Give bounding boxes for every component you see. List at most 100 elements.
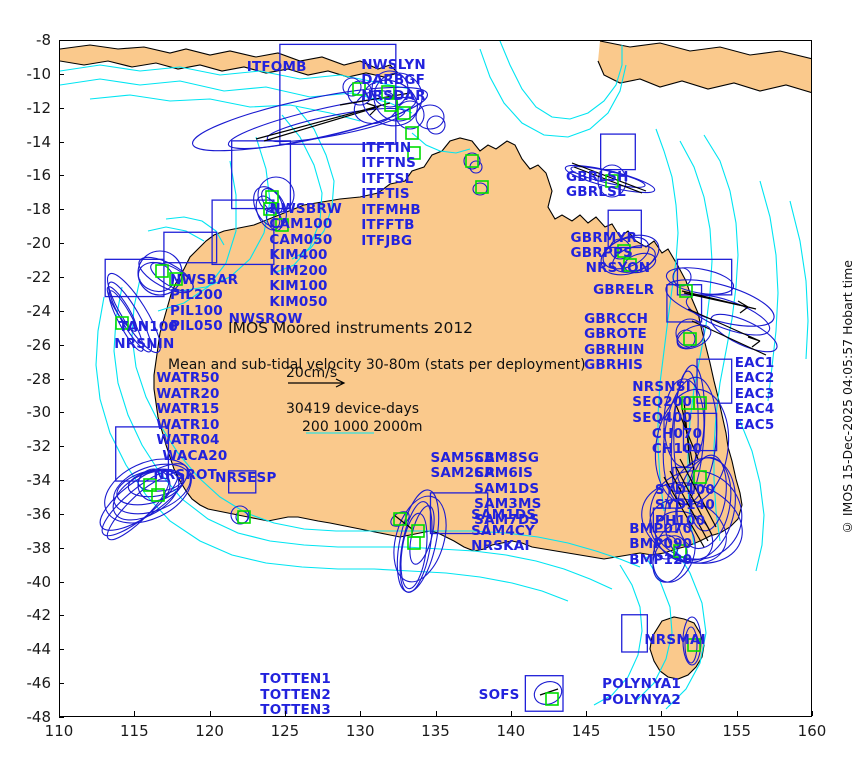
site-marker	[475, 180, 489, 194]
site-marker	[693, 396, 707, 410]
y-tick	[59, 73, 64, 75]
region-box	[228, 470, 257, 494]
site-marker	[384, 98, 398, 112]
y-tick	[59, 683, 64, 685]
site-marker	[397, 106, 411, 120]
site-marker	[405, 126, 419, 140]
site-marker	[693, 470, 707, 484]
y-tick-label: -18	[26, 200, 52, 219]
site-marker	[275, 218, 289, 232]
plot-title: IMOS Moored instruments 2012	[228, 319, 474, 337]
x-tick	[586, 711, 588, 716]
site-marker	[683, 332, 697, 346]
site-marker	[617, 244, 631, 258]
y-tick-label: -22	[26, 267, 52, 286]
y-tick-label: -12	[26, 98, 52, 117]
site-label-polynya: POLYNYA1 POLYNYA2	[602, 676, 682, 708]
site-label-nwsrow: NWSROW	[228, 310, 303, 327]
y-tick	[59, 243, 64, 245]
y-tick	[59, 276, 64, 278]
site-label-gbrlsh: GBRLSH GBRLSL	[566, 168, 629, 201]
region-box	[163, 231, 218, 264]
y-tick	[59, 344, 64, 346]
y-tick-label: -42	[26, 606, 52, 625]
site-marker	[143, 478, 157, 492]
y-tick	[59, 175, 64, 177]
site-label-sam5cb: SAM5CB SAM2CP	[430, 449, 495, 482]
ellipse-cluster-bmp	[652, 523, 696, 583]
region-boxes-layer	[104, 43, 733, 712]
site-marker	[465, 154, 479, 168]
site-label-gbrelr: GBRELR	[593, 282, 655, 299]
y-tick	[59, 649, 64, 651]
velocity-scale-arrow	[288, 378, 346, 388]
x-tick-label: 150	[647, 722, 676, 740]
region-box	[652, 507, 677, 533]
y-tick-label: -24	[26, 301, 52, 320]
site-marker	[115, 316, 129, 330]
site-label-gbrcch: GBRCCH GBROTE GBRHIN GBRHIS	[584, 310, 649, 374]
y-tick-label: -34	[26, 471, 52, 490]
y-tick	[59, 310, 64, 312]
site-label-itfomb: ITFOMB	[246, 58, 307, 75]
site-label-sam8sg: SAM8SG SAM6IS SAM1DS SAM3MS SAM7DS	[474, 449, 542, 528]
y-tick	[59, 615, 64, 617]
y-tick-label: -46	[26, 674, 52, 693]
map-plot-area: ITFOMB NWSLYN DARBGF NRSDAR ITFTIN ITFTNS …	[59, 40, 812, 717]
site-label-sofs: SOFS	[478, 686, 520, 703]
x-tick	[209, 711, 211, 716]
y-tick-label: -8	[36, 31, 51, 49]
x-tick-label: 135	[421, 722, 450, 740]
ellipse-cluster-gbr-north	[564, 162, 656, 198]
site-marker	[679, 284, 693, 298]
site-label-nrsrot: NRSROT	[153, 466, 218, 483]
y-tick-label: -20	[26, 234, 52, 253]
png-coastline	[597, 41, 811, 93]
ellipse-cluster-maria	[682, 616, 702, 666]
ellipse-cluster-perth	[99, 458, 192, 541]
x-tick-label: 130	[345, 722, 375, 740]
y-tick	[59, 446, 64, 448]
site-label-nrsnsi: NRSNSI SEQ200 SEQ400	[632, 378, 693, 426]
y-tick	[59, 581, 64, 583]
indonesia-islands	[60, 45, 398, 77]
site-marker	[393, 512, 407, 526]
copyright-text: © IMOS 15-Dec-2025 04:05:57 Hobart time	[840, 260, 855, 536]
ellipse-cluster-sa	[390, 489, 447, 593]
ellipse-cluster-gbr-south	[675, 318, 712, 350]
x-tick-label: 110	[44, 722, 74, 740]
y-tick-label: -14	[26, 132, 52, 151]
site-label-sam1ds2: SAM1DS SAM4CY NRSKAI	[471, 507, 537, 555]
region-box	[104, 258, 165, 298]
site-marker	[623, 258, 637, 272]
site-markers-layer	[115, 82, 707, 706]
x-tick	[736, 711, 738, 716]
australia-landmass	[154, 138, 742, 559]
x-tick	[134, 711, 136, 716]
y-tick-label: -40	[26, 572, 52, 591]
region-box	[279, 43, 397, 145]
region-box	[231, 140, 292, 210]
region-box	[524, 675, 564, 712]
site-label-tan100: TAN100	[118, 319, 179, 336]
y-tick-label: -16	[26, 166, 52, 185]
bathymetry-legend-label: 200 1000 2000m	[302, 419, 423, 435]
x-tick-label: 145	[571, 722, 601, 740]
x-tick-label: 120	[195, 722, 224, 740]
plot-subtitle: Mean and sub-tidal velocity 30-80m (stat…	[168, 357, 586, 373]
site-label-nrsesp: NRSESP	[215, 469, 277, 486]
x-tick-label: 115	[119, 722, 149, 740]
y-tick-label: -32	[26, 437, 52, 456]
ellipse-cluster-sydney	[641, 454, 743, 564]
site-marker	[407, 536, 421, 550]
australia-coastline	[153, 137, 743, 560]
x-tick-label: 155	[722, 722, 752, 740]
x-tick	[59, 711, 60, 716]
y-tick	[59, 513, 64, 515]
ellipse-cluster-sofs	[533, 681, 563, 705]
site-label-watr: WATR50 WATR20 WATR15 WATR10 WATR04	[156, 370, 220, 449]
tasmania-coastline	[649, 616, 705, 680]
site-marker	[687, 638, 701, 652]
ellipse-cluster-pilbara	[106, 250, 194, 354]
